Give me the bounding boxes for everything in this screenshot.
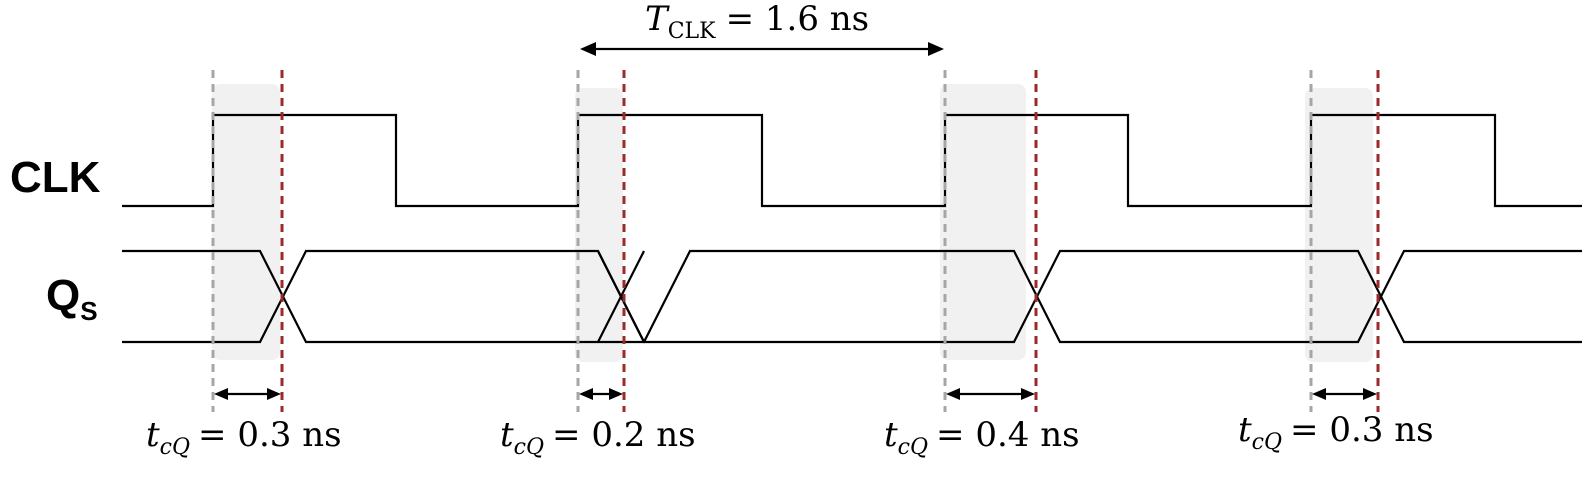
delay-arrow-1 [214,388,281,400]
clk-label: CLK [10,153,101,202]
clock-edge-lines [211,70,1313,412]
qs-label: QS [46,271,98,326]
period-label: TCLK = 1.6 ns [645,0,869,44]
delay-arrow-2 [579,388,623,400]
qs-waveform-seg-2 [597,250,645,343]
delay-shade-2 [575,88,623,362]
output-change-lines [280,70,1380,412]
qs-label-sub: S [80,296,97,326]
clk-waveform [122,113,1582,208]
delay-arrow-3 [946,388,1035,400]
delay-label-4: tcQ = 0.3 ns [1238,410,1434,455]
delay-label-2: tcQ = 0.2 ns [500,415,696,460]
delay-shade-3 [940,84,1026,360]
delay-shade-1 [212,84,280,360]
delay-shade-4 [1305,88,1373,362]
delay-label-3: tcQ = 0.4 ns [884,415,1080,460]
qs-label-main: Q [46,271,80,320]
period-dimension-arrow [580,42,944,56]
delay-label-1: tcQ = 0.3 ns [146,415,342,460]
delay-arrow-4 [1312,388,1377,400]
delay-shade-regions [212,84,1373,362]
